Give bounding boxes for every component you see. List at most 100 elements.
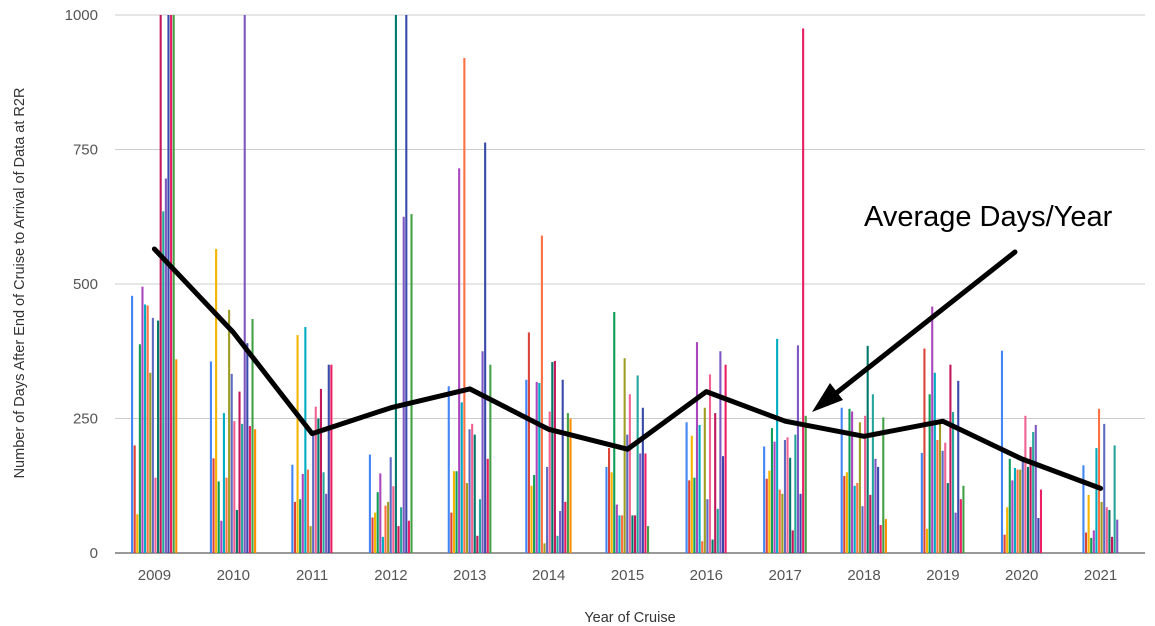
bar xyxy=(1016,469,1019,553)
bar xyxy=(389,457,392,553)
bar xyxy=(685,422,688,553)
bar xyxy=(781,493,784,553)
bar xyxy=(858,422,861,553)
bar xyxy=(799,493,802,553)
bar xyxy=(610,472,613,553)
bar xyxy=(381,536,384,553)
bar xyxy=(484,142,487,554)
bar xyxy=(1013,467,1017,553)
bar xyxy=(217,481,220,553)
bar xyxy=(304,327,307,553)
bar xyxy=(794,434,797,553)
bar xyxy=(481,351,484,553)
bar xyxy=(936,440,939,553)
bar xyxy=(949,364,952,553)
bar xyxy=(317,418,320,553)
bar xyxy=(162,211,165,553)
bar xyxy=(874,458,877,553)
bar xyxy=(791,530,794,553)
bar xyxy=(478,499,482,553)
bar xyxy=(471,423,474,553)
bar xyxy=(527,332,530,553)
bar xyxy=(783,440,786,553)
bar xyxy=(931,306,934,553)
bar xyxy=(1021,458,1024,553)
bar xyxy=(230,373,233,553)
bar xyxy=(299,499,302,553)
bar xyxy=(306,469,310,553)
bar xyxy=(688,480,691,553)
x-tick-label: 2015 xyxy=(611,567,644,584)
bar xyxy=(133,445,136,553)
bar xyxy=(293,501,297,553)
x-tick-label: 2011 xyxy=(296,567,328,584)
bar xyxy=(530,485,533,553)
bar xyxy=(848,408,851,553)
bar xyxy=(770,428,773,553)
bar xyxy=(1026,466,1030,553)
bar xyxy=(706,499,709,553)
bar xyxy=(621,515,624,553)
bar xyxy=(933,372,936,553)
x-tick-label: 2020 xyxy=(1005,567,1038,584)
bar xyxy=(379,473,382,553)
bar xyxy=(172,15,175,553)
bar xyxy=(1003,534,1006,553)
bar xyxy=(291,464,294,553)
x-tick-labels: 2009 2010 2011 2012 2013 2014 2015 2016 2017 2018… xyxy=(138,567,1118,584)
bar xyxy=(957,380,960,553)
bar xyxy=(559,511,562,553)
bar xyxy=(327,364,330,553)
bar xyxy=(463,58,466,553)
bar xyxy=(647,526,650,553)
x-axis-title: Year of Cruise xyxy=(584,610,675,626)
x-tick-label: 2018 xyxy=(847,567,880,584)
bar xyxy=(711,539,714,553)
bar xyxy=(613,311,616,553)
bar xyxy=(455,471,458,553)
bar xyxy=(1116,519,1119,553)
bar xyxy=(220,520,223,553)
bar xyxy=(928,394,931,553)
bar xyxy=(460,402,463,553)
bar xyxy=(608,448,611,553)
bar xyxy=(215,249,218,553)
average-annotation-label: Average Days/Year xyxy=(864,201,1113,233)
bar xyxy=(1034,424,1037,553)
bar xyxy=(695,342,699,553)
bar xyxy=(1105,507,1108,553)
bar xyxy=(768,470,771,553)
bar xyxy=(884,519,887,553)
bar xyxy=(879,525,882,553)
y-tick-label: 1000 xyxy=(65,7,98,24)
bar xyxy=(636,375,639,553)
bar xyxy=(856,483,859,553)
bar xyxy=(693,477,696,553)
bar xyxy=(866,345,869,553)
x-tick-label: 2019 xyxy=(926,567,959,584)
bar xyxy=(708,374,712,553)
x-tick-label: 2021 xyxy=(1084,567,1117,584)
bar xyxy=(925,528,929,553)
y-tick-labels: 0 250 500 750 1000 xyxy=(65,7,98,562)
bar xyxy=(1108,509,1111,553)
bar xyxy=(144,304,147,553)
bar xyxy=(954,512,957,553)
bar xyxy=(548,411,551,553)
bar xyxy=(235,509,238,553)
x-tick-label: 2014 xyxy=(532,567,565,584)
bar xyxy=(1011,480,1014,553)
bar xyxy=(840,407,843,553)
average-line-layer xyxy=(151,246,1104,491)
bar xyxy=(701,541,704,553)
bar xyxy=(141,286,144,553)
bar xyxy=(763,446,766,553)
bar xyxy=(301,473,304,553)
bar xyxy=(136,514,139,553)
bar xyxy=(959,499,962,553)
bar xyxy=(458,168,461,553)
bar xyxy=(447,386,450,553)
bar xyxy=(400,507,403,553)
bar xyxy=(882,417,885,553)
bar xyxy=(146,305,149,553)
